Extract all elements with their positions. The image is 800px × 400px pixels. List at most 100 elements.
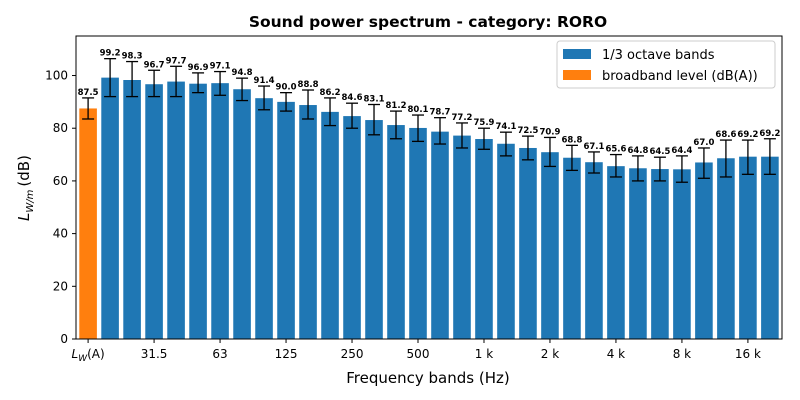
bar bbox=[189, 83, 207, 339]
bar bbox=[497, 143, 515, 339]
bar bbox=[233, 89, 251, 339]
data-label: 68.6 bbox=[715, 130, 736, 140]
data-label: 86.2 bbox=[320, 88, 341, 98]
data-label: 97.7 bbox=[166, 56, 187, 66]
data-label: 94.8 bbox=[232, 68, 253, 78]
y-axis-title-base: L bbox=[15, 213, 33, 221]
y-axis-title-sub: W/m bbox=[25, 189, 36, 212]
x-tick-label: 250 bbox=[341, 347, 364, 361]
data-label: 69.2 bbox=[737, 130, 758, 140]
bar bbox=[453, 135, 471, 339]
bar bbox=[145, 84, 163, 339]
data-label: 68.8 bbox=[561, 135, 582, 145]
bar bbox=[211, 83, 229, 340]
bar bbox=[123, 80, 141, 340]
x-tick-label-suffix: (A) bbox=[87, 347, 105, 361]
x-tick-label: 16 k bbox=[735, 347, 761, 361]
bar bbox=[167, 81, 185, 340]
bar bbox=[563, 157, 581, 339]
bar bbox=[695, 162, 713, 339]
bar bbox=[431, 131, 449, 339]
legend-swatch bbox=[563, 49, 591, 59]
data-label: 97.1 bbox=[210, 62, 231, 72]
legend: 1/3 octave bands broadband level (dB(A)) bbox=[556, 40, 776, 89]
bar bbox=[541, 152, 559, 339]
bar bbox=[651, 169, 669, 339]
data-label: 72.5 bbox=[517, 126, 538, 136]
data-label: 64.4 bbox=[671, 146, 692, 156]
y-tick-label: 60 bbox=[53, 174, 68, 188]
data-label: 80.1 bbox=[408, 105, 429, 115]
bar bbox=[409, 127, 427, 339]
bar bbox=[761, 156, 779, 339]
bar bbox=[387, 125, 405, 339]
legend-label: 1/3 octave bands bbox=[602, 48, 715, 63]
x-axis: LW(A) 31.5 63 125 250 500 1 k 2 k 4 k 8 k 16 k bbox=[72, 339, 761, 364]
x-tick-label: 1 k bbox=[475, 347, 493, 361]
data-label: 75.9 bbox=[473, 118, 494, 128]
data-label: 84.6 bbox=[342, 93, 363, 103]
x-tick-label-base: L bbox=[72, 347, 79, 361]
bar bbox=[519, 147, 537, 339]
legend-label: broadband level (dB(A)) bbox=[602, 69, 758, 84]
bar bbox=[673, 169, 691, 339]
y-axis-title-unit: (dB) bbox=[15, 155, 33, 187]
bar bbox=[343, 116, 361, 340]
x-tick-label: 4 k bbox=[607, 347, 625, 361]
bar bbox=[585, 162, 603, 339]
y-tick-label: 80 bbox=[53, 121, 68, 135]
data-label: 74.1 bbox=[495, 122, 516, 132]
data-label: 90.0 bbox=[276, 83, 297, 93]
y-axis-title: LW/m (dB) bbox=[15, 155, 36, 221]
legend-swatch bbox=[563, 70, 591, 80]
legend-box bbox=[556, 40, 776, 89]
bar bbox=[255, 98, 273, 339]
x-tick-label: LW(A) bbox=[72, 347, 105, 364]
plot-area: 87.5 99.2 98.396.7 97.796.9 97.194.891.490.0… bbox=[75, 35, 783, 340]
data-label: 67.1 bbox=[583, 142, 604, 152]
data-label: 64.5 bbox=[649, 147, 670, 157]
y-tick-label: 20 bbox=[53, 279, 68, 293]
data-label: 98.3 bbox=[122, 52, 143, 62]
data-label: 88.8 bbox=[298, 80, 319, 90]
data-label: 69.2 bbox=[759, 129, 780, 139]
bar bbox=[739, 156, 757, 339]
bar bbox=[475, 139, 493, 339]
bar bbox=[365, 120, 383, 340]
bar bbox=[321, 111, 339, 339]
data-label: 87.5 bbox=[78, 88, 99, 98]
data-label: 70.9 bbox=[539, 127, 560, 137]
bar bbox=[277, 101, 295, 339]
x-tick-label: 500 bbox=[407, 347, 430, 361]
x-tick-label: 2 k bbox=[541, 347, 559, 361]
x-tick-label: 8 k bbox=[673, 347, 691, 361]
bar bbox=[299, 105, 317, 339]
y-axis: 0 20 40 60 80 100 bbox=[45, 69, 76, 346]
y-tick-label: 40 bbox=[53, 227, 68, 241]
x-tick-label: 63 bbox=[212, 347, 227, 361]
y-tick-label: 0 bbox=[60, 332, 68, 346]
bar bbox=[101, 77, 119, 339]
bar bbox=[607, 166, 625, 339]
chart-title: Sound power spectrum - category: RORO bbox=[249, 13, 607, 31]
data-label: 67.0 bbox=[693, 138, 714, 148]
axes-frame bbox=[75, 35, 783, 340]
data-label: 81.2 bbox=[386, 101, 407, 111]
x-tick-label: 31.5 bbox=[141, 347, 168, 361]
data-label: 65.6 bbox=[605, 145, 626, 155]
bar bbox=[717, 158, 735, 339]
data-label: 91.4 bbox=[254, 76, 275, 86]
data-label: 64.8 bbox=[627, 146, 648, 156]
data-label: 96.9 bbox=[188, 63, 209, 73]
x-axis-title: Frequency bands (Hz) bbox=[346, 369, 509, 387]
x-tick-label-sub: W bbox=[78, 354, 88, 364]
y-tick-label: 100 bbox=[45, 69, 68, 83]
bar bbox=[79, 108, 97, 340]
data-label: 83.1 bbox=[364, 95, 385, 105]
data-label: 78.7 bbox=[430, 108, 451, 118]
bar bbox=[629, 168, 647, 339]
data-label: 96.7 bbox=[144, 60, 165, 70]
data-label: 99.2 bbox=[100, 49, 121, 59]
x-tick-label: 125 bbox=[275, 347, 298, 361]
